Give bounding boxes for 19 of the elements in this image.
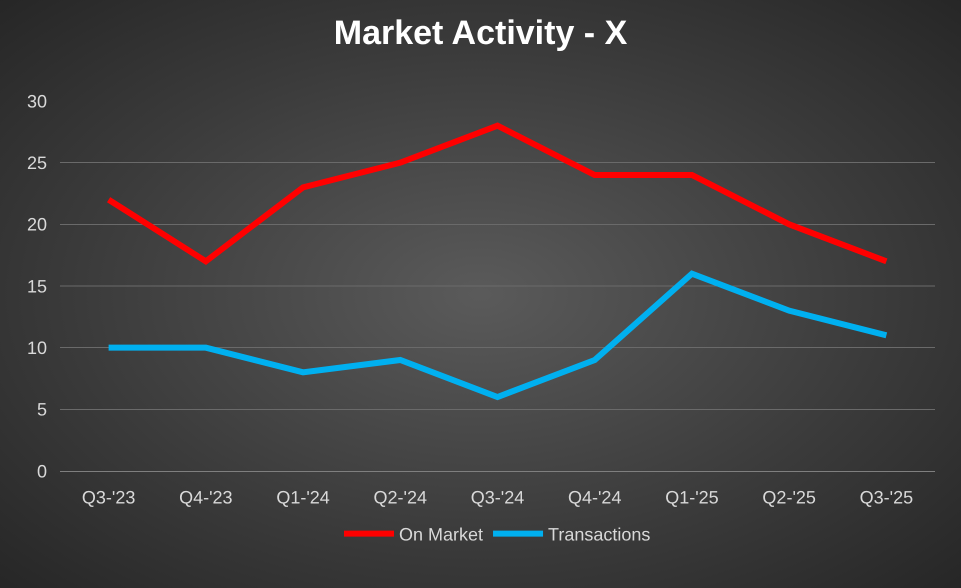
- y-tick-label: 0: [36, 461, 47, 482]
- y-tick-label: 15: [26, 276, 47, 296]
- x-tick-label: Q3-'23: [82, 488, 136, 508]
- x-tick-label: Q4-'23: [179, 488, 233, 508]
- chart-title: Market Activity - X: [334, 14, 628, 52]
- y-tick-label: 5: [36, 400, 47, 420]
- y-tick-label: 30: [26, 91, 47, 112]
- y-tick-label: 20: [26, 214, 47, 235]
- x-tick-label: Q3-'24: [470, 488, 524, 508]
- x-tick-label: Q2-'24: [374, 488, 428, 508]
- x-tick-label: Q1-'24: [276, 488, 330, 508]
- y-tick-label: 10: [26, 338, 47, 358]
- x-tick-label: Q3-'25: [860, 488, 914, 508]
- y-tick-label: 25: [26, 152, 47, 173]
- legend-label: On Market: [399, 524, 484, 545]
- legend-label: Transactions: [548, 524, 650, 545]
- x-tick-label: Q2-'25: [762, 488, 816, 508]
- x-tick-label: Q4-'24: [568, 488, 622, 508]
- x-tick-label: Q1-'25: [665, 488, 719, 508]
